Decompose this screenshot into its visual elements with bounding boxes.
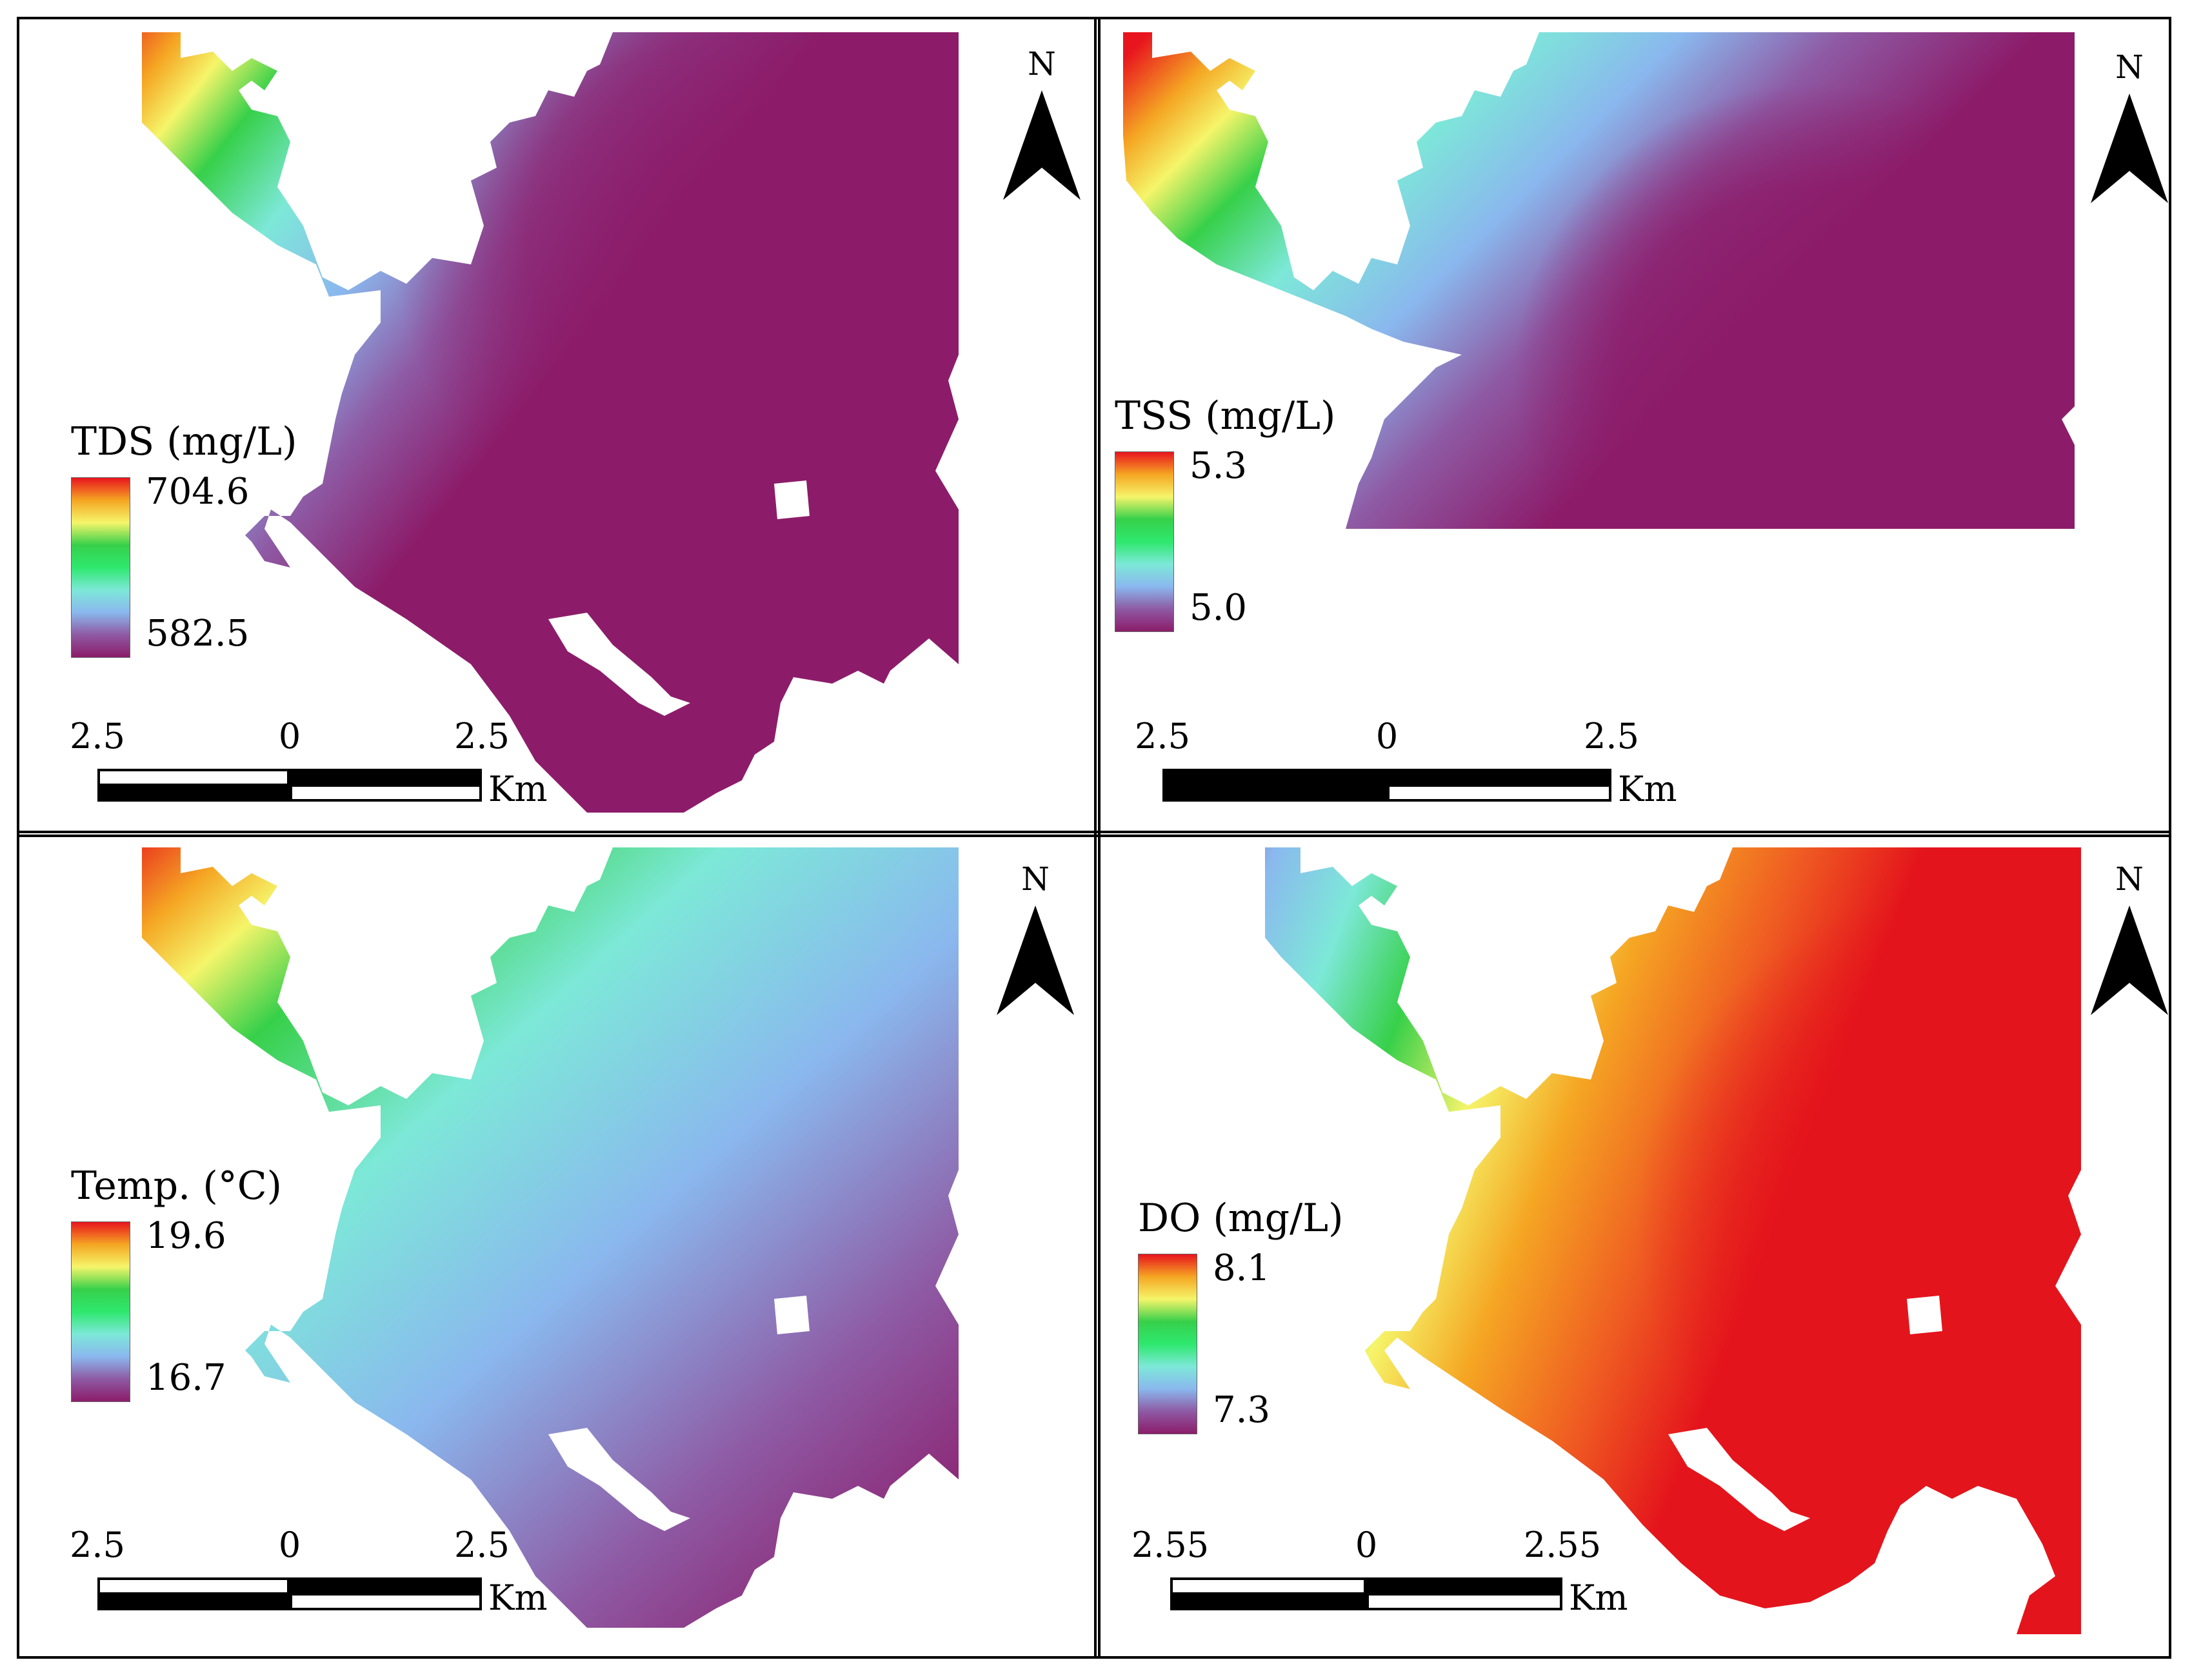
legend-color-ramp xyxy=(71,477,130,658)
north-arrow-icon xyxy=(2091,905,2168,1015)
map-panel-tss: TSS (mg/L) 5.3 5.0 N 2.5 0 2.5 Km xyxy=(1101,19,2173,825)
scale-label-left: 2.55 xyxy=(1131,1525,1210,1565)
map-panel-temp: Temp. (°C) 19.6 16.7 N 2.5 0 2.5 Km xyxy=(19,835,1091,1641)
north-arrow-icon xyxy=(2091,94,2168,203)
legend-max-value: 19.6 xyxy=(146,1215,226,1257)
legend-min-value: 5.0 xyxy=(1190,587,1248,629)
north-label: N xyxy=(2115,860,2144,898)
interpolated-surface-temp xyxy=(142,847,959,1628)
north-label: N xyxy=(1028,45,1056,83)
scale-unit: Km xyxy=(1569,1577,1628,1618)
horizontal-divider xyxy=(17,831,2171,837)
scale-label-mid: 0 xyxy=(1375,716,1399,756)
north-label: N xyxy=(1021,860,1050,898)
scale-unit: Km xyxy=(488,769,548,809)
north-arrow-icon xyxy=(1003,90,1081,200)
north-label: N xyxy=(2115,48,2144,86)
legend-min-value: 582.5 xyxy=(146,613,250,655)
scale-bar-segments xyxy=(1170,1577,1562,1612)
interpolated-surface-tss xyxy=(1123,32,2075,529)
scale-label-mid: 0 xyxy=(278,716,301,756)
legend-max-value: 8.1 xyxy=(1213,1247,1271,1289)
legend-title: DO (mg/L) xyxy=(1138,1196,1344,1241)
legend-max-value: 5.3 xyxy=(1190,445,1248,487)
legend-min-value: 7.3 xyxy=(1213,1389,1271,1431)
north-arrow: N xyxy=(2087,48,2171,203)
scale-bar: 2.5 0 2.5 Km xyxy=(70,716,603,813)
scale-bar: 2.5 0 2.5 Km xyxy=(70,1525,603,1621)
scale-label-mid: 0 xyxy=(1355,1525,1378,1565)
scale-bar-segments xyxy=(1162,769,1611,804)
legend-color-ramp xyxy=(1115,451,1174,632)
interpolated-surface-tds xyxy=(142,32,959,813)
north-arrow: N xyxy=(993,860,1077,1015)
north-arrow: N xyxy=(1000,45,1084,200)
scale-label-right: 2.5 xyxy=(454,1525,510,1565)
interpolated-surface-do xyxy=(1265,847,2081,1634)
scale-label-left: 2.5 xyxy=(1135,716,1190,756)
map-panel-tds: TDS (mg/L) 704.6 582.5 N 2.5 0 2.5 Km xyxy=(19,19,1091,825)
scale-label-left: 2.5 xyxy=(70,716,125,756)
legend-color-ramp xyxy=(71,1221,130,1402)
scale-unit: Km xyxy=(1618,769,1677,809)
scale-label-right: 2.5 xyxy=(454,716,510,756)
scale-label-left: 2.5 xyxy=(70,1525,125,1565)
scale-bar-segments xyxy=(97,1577,482,1612)
north-arrow-icon xyxy=(997,905,1074,1015)
legend-min-value: 16.7 xyxy=(146,1357,226,1399)
map-panel-do: DO (mg/L) 8.1 7.3 N 2.55 0 2.55 Km xyxy=(1101,835,2173,1641)
legend-title: TSS (mg/L) xyxy=(1115,393,1336,439)
vertical-divider xyxy=(1094,17,1101,1659)
scale-unit: Km xyxy=(488,1577,548,1618)
legend-title: Temp. (°C) xyxy=(71,1163,283,1209)
scale-bar-segments xyxy=(97,769,482,804)
legend-max-value: 704.6 xyxy=(146,471,250,513)
legend-title: TDS (mg/L) xyxy=(71,419,297,464)
scale-label-right: 2.55 xyxy=(1523,1525,1602,1565)
scale-label-right: 2.5 xyxy=(1584,716,1639,756)
legend-color-ramp xyxy=(1138,1254,1197,1434)
scale-label-mid: 0 xyxy=(278,1525,301,1565)
scale-bar: 2.5 0 2.5 Km xyxy=(1135,716,1677,813)
north-arrow: N xyxy=(2087,860,2171,1015)
scale-bar: 2.55 0 2.55 Km xyxy=(1131,1525,1673,1621)
